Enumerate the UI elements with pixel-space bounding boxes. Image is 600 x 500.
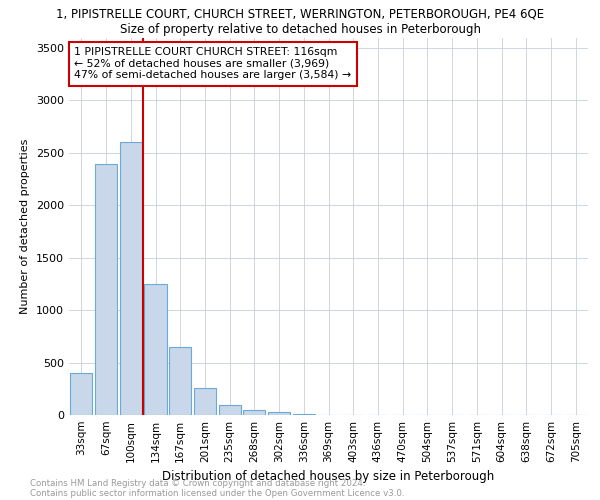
Text: Contains HM Land Registry data © Crown copyright and database right 2024.: Contains HM Land Registry data © Crown c…	[30, 478, 365, 488]
Text: Size of property relative to detached houses in Peterborough: Size of property relative to detached ho…	[119, 22, 481, 36]
Bar	[194, 388, 216, 415]
Bar	[70, 373, 92, 415]
Bar	[169, 347, 191, 415]
Bar	[119, 142, 142, 415]
Bar	[293, 414, 315, 415]
Bar	[95, 164, 117, 415]
Bar	[145, 284, 167, 415]
X-axis label: Distribution of detached houses by size in Peterborough: Distribution of detached houses by size …	[163, 470, 494, 484]
Bar	[218, 404, 241, 415]
Bar	[243, 410, 265, 415]
Y-axis label: Number of detached properties: Number of detached properties	[20, 138, 31, 314]
Text: Contains public sector information licensed under the Open Government Licence v3: Contains public sector information licen…	[30, 488, 404, 498]
Text: 1 PIPISTRELLE COURT CHURCH STREET: 116sqm
← 52% of detached houses are smaller (: 1 PIPISTRELLE COURT CHURCH STREET: 116sq…	[74, 47, 352, 80]
Text: 1, PIPISTRELLE COURT, CHURCH STREET, WERRINGTON, PETERBOROUGH, PE4 6QE: 1, PIPISTRELLE COURT, CHURCH STREET, WER…	[56, 8, 544, 20]
Bar	[268, 412, 290, 415]
